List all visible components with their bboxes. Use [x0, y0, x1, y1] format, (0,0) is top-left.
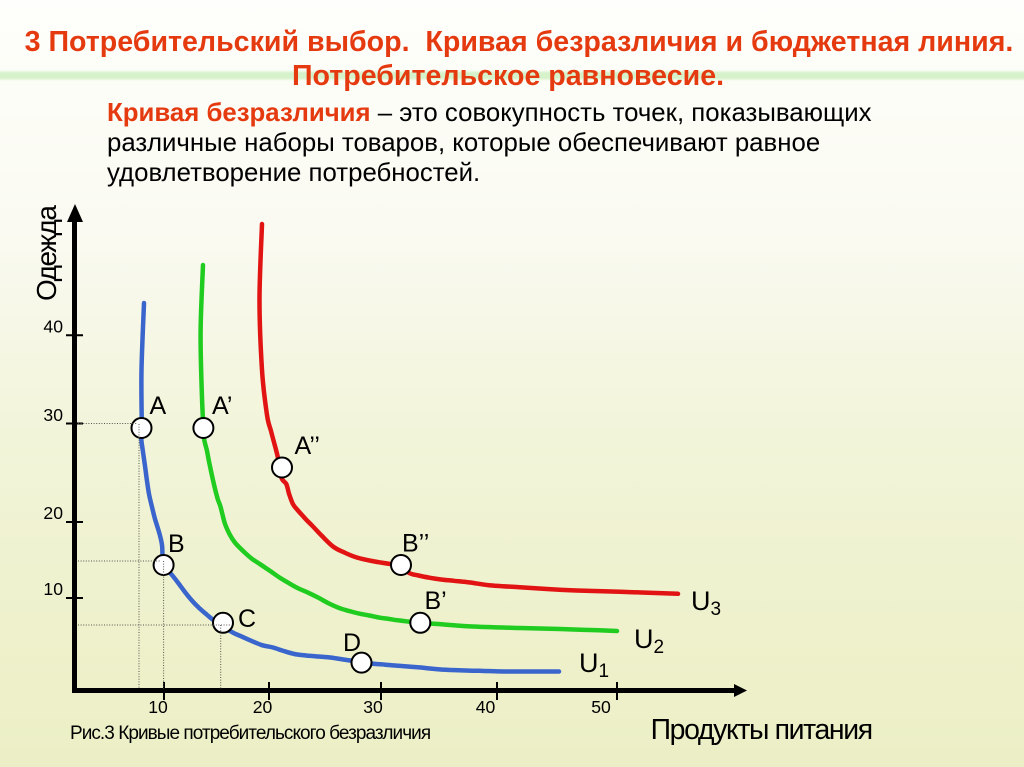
- svg-text:Одежда: Одежда: [31, 205, 62, 301]
- svg-text:B’: B’: [425, 587, 447, 615]
- svg-text:B’’: B’’: [402, 530, 429, 558]
- svg-text:A: A: [150, 392, 167, 420]
- svg-text:50: 50: [591, 697, 611, 717]
- svg-text:Продукты питания: Продукты питания: [651, 714, 872, 746]
- svg-text:20: 20: [253, 697, 273, 717]
- svg-text:U1: U1: [579, 648, 609, 682]
- svg-text:C: C: [238, 605, 256, 633]
- svg-text:A’’: A’’: [295, 432, 320, 460]
- svg-text:40: 40: [476, 697, 496, 717]
- svg-text:Рис.3 Кривые потребительского: Рис.3 Кривые потребительского безразличи…: [70, 723, 430, 744]
- svg-text:30: 30: [363, 697, 383, 717]
- svg-text:30: 30: [43, 405, 63, 425]
- svg-text:U3: U3: [691, 586, 721, 620]
- svg-text:20: 20: [43, 503, 63, 523]
- svg-text:U2: U2: [634, 624, 664, 658]
- svg-text:40: 40: [43, 316, 63, 336]
- svg-text:D: D: [343, 629, 361, 657]
- svg-text:10: 10: [148, 697, 168, 717]
- svg-text:B: B: [168, 530, 185, 558]
- svg-text:10: 10: [43, 579, 63, 599]
- svg-text:A’: A’: [212, 392, 232, 420]
